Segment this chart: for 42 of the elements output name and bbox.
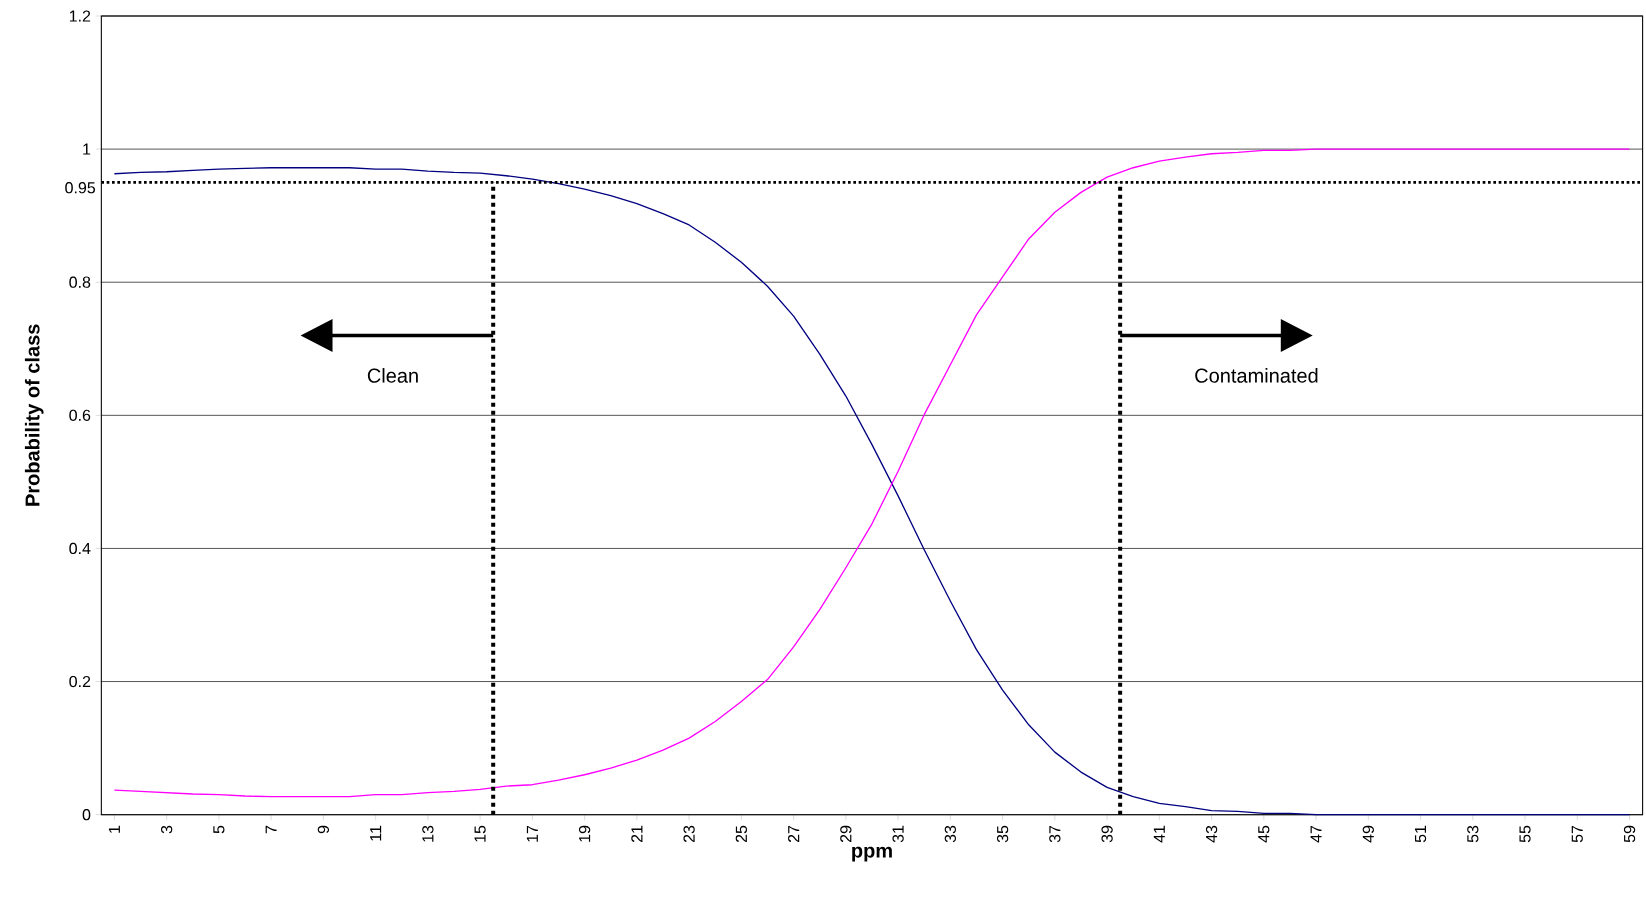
- x-tick-label: 59: [1623, 825, 1636, 843]
- x-tick-label: 19: [578, 825, 591, 842]
- x-tick-label: 57: [1571, 825, 1583, 843]
- y-axis-title: Probability of class: [24, 324, 44, 506]
- y-tick-label: 0.4: [69, 542, 91, 555]
- x-tick-label: 15: [474, 825, 486, 842]
- x-tick-label: 1: [108, 825, 120, 833]
- x-tick-label: 37: [1049, 825, 1061, 843]
- ref-line-label: 0.95: [65, 182, 96, 194]
- x-tick-label: 51: [1414, 825, 1427, 843]
- x-tick-label: 27: [788, 825, 800, 843]
- annotation: Contaminated: [1195, 368, 1318, 383]
- x-tick-label: 55: [1519, 825, 1531, 843]
- x-tick-label: 13: [422, 825, 434, 842]
- y-tick-label: 0: [82, 809, 91, 821]
- x-tick-label: 49: [1362, 825, 1374, 843]
- x-tick-label: 45: [1258, 825, 1270, 843]
- x-tick-label: 41: [1153, 825, 1165, 843]
- x-tick-label: 11: [370, 825, 382, 841]
- x-tick-label: 3: [160, 825, 173, 834]
- y-tick-label: 1: [83, 143, 91, 155]
- annotation: Clean: [367, 368, 418, 383]
- x-tick-label: 25: [735, 825, 748, 843]
- x-tick-label: 33: [944, 825, 956, 843]
- x-axis-title: ppm: [852, 846, 892, 862]
- x-tick-label: 35: [996, 825, 1009, 843]
- x-tick-label: 29: [840, 825, 852, 843]
- x-tick-label: 9: [317, 825, 330, 834]
- y-tick-label: 1.2: [69, 10, 91, 22]
- x-tick-label: 7: [265, 825, 277, 834]
- y-tick-label: 0.8: [69, 276, 91, 288]
- x-tick-label: 43: [1205, 825, 1218, 843]
- x-tick-label: 39: [1101, 825, 1113, 843]
- x-tick-label: 21: [631, 825, 643, 843]
- x-tick-label: 23: [683, 825, 695, 843]
- x-tick-label: 17: [526, 825, 538, 842]
- y-tick-label: 0.2: [69, 675, 91, 688]
- x-tick-label: 5: [213, 825, 225, 834]
- x-tick-label: 53: [1467, 825, 1479, 843]
- x-tick-label: 31: [892, 825, 904, 843]
- y-tick-label: 0.6: [69, 409, 91, 421]
- x-tick-label: 47: [1310, 825, 1322, 843]
